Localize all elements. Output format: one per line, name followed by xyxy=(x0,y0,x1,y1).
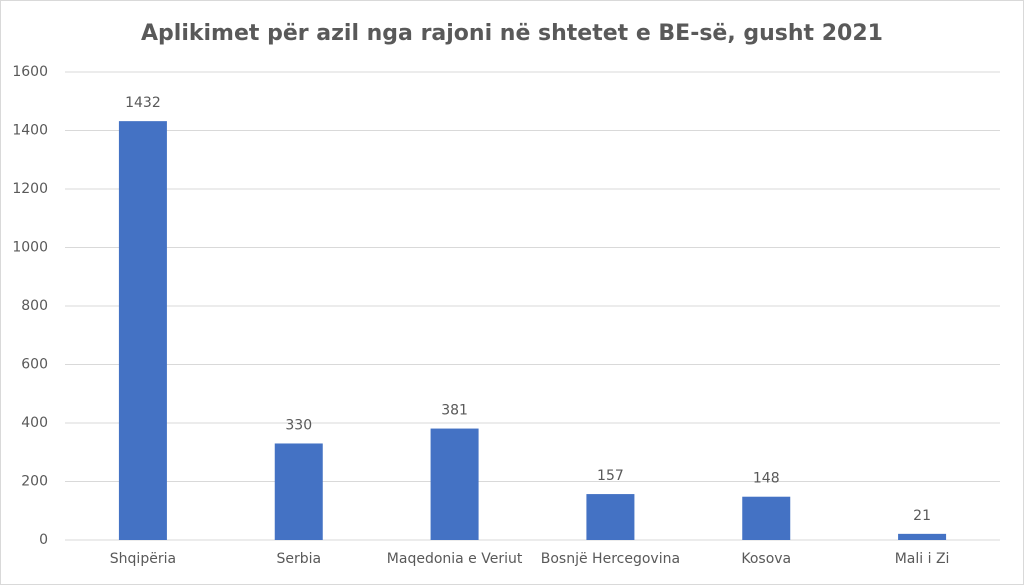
y-tick-label: 600 xyxy=(21,357,48,373)
y-tick-label: 1200 xyxy=(12,181,48,197)
data-label: 1432 xyxy=(125,95,161,111)
y-tick-label: 0 xyxy=(39,532,48,548)
data-label: 157 xyxy=(597,468,624,484)
bar xyxy=(430,428,479,540)
y-tick-label: 1400 xyxy=(12,123,48,139)
bar xyxy=(118,121,167,540)
bar xyxy=(898,533,947,540)
y-tick-label: 800 xyxy=(21,298,48,314)
x-tick-label: Shqipëria xyxy=(110,551,176,567)
bar xyxy=(742,496,791,540)
data-label: 381 xyxy=(441,403,468,419)
x-tick-label: Maqedonia e Veriut xyxy=(387,551,523,567)
x-tick-label: Serbia xyxy=(276,551,321,567)
bar xyxy=(274,443,323,540)
data-label: 330 xyxy=(285,417,312,433)
y-tick-label: 200 xyxy=(21,474,48,490)
chart-title: Aplikimet për azil nga rajoni në shtetet… xyxy=(141,21,883,46)
x-tick-label: Bosnjë Hercegovina xyxy=(541,551,680,567)
y-tick-label: 400 xyxy=(21,415,48,431)
data-label: 21 xyxy=(913,508,931,524)
y-tick-label: 1600 xyxy=(12,64,48,80)
x-tick-label: Kosova xyxy=(741,551,791,567)
bar xyxy=(586,494,635,540)
y-tick-label: 1000 xyxy=(12,240,48,256)
data-label: 148 xyxy=(753,471,780,487)
x-tick-label: Mali i Zi xyxy=(895,551,950,567)
